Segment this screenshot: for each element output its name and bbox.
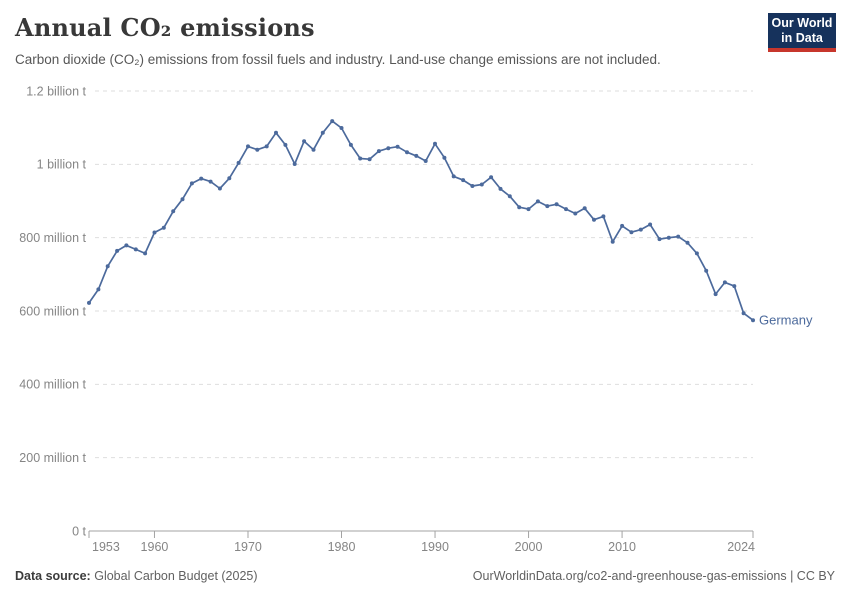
- y-axis-labels: 0 t 200 million t 400 million t 600 million…: [19, 84, 86, 538]
- svg-text:2010: 2010: [608, 540, 636, 554]
- svg-text:1960: 1960: [141, 540, 169, 554]
- svg-text:400 million t: 400 million t: [19, 378, 86, 392]
- svg-text:800 million t: 800 million t: [19, 231, 86, 245]
- owid-logo-line1: Our World: [771, 16, 833, 30]
- chart-subtitle: Carbon dioxide (CO₂) emissions from foss…: [15, 52, 661, 67]
- svg-text:1.2 billion t: 1.2 billion t: [26, 84, 86, 98]
- series-end-label: Germany: [759, 313, 813, 328]
- x-axis-labels: 1953 1960 1970 1980 1990 2000 2010 2024: [92, 540, 755, 554]
- svg-text:1 billion t: 1 billion t: [37, 158, 87, 172]
- page-title: Annual CO₂ emissions: [15, 13, 315, 42]
- x-axis: [88, 530, 754, 538]
- series-line-germany: [88, 120, 754, 322]
- svg-text:1970: 1970: [234, 540, 262, 554]
- svg-text:2024: 2024: [727, 540, 755, 554]
- owid-logo-line2: in Data: [781, 31, 823, 45]
- svg-text:600 million t: 600 million t: [19, 304, 86, 318]
- data-source-label: Data source:: [15, 569, 91, 583]
- data-source-value: Global Carbon Budget (2025): [94, 569, 258, 583]
- owid-logo[interactable]: Our World in Data: [768, 13, 836, 52]
- svg-text:1990: 1990: [421, 540, 449, 554]
- svg-text:0 t: 0 t: [72, 524, 86, 538]
- svg-text:1953: 1953: [92, 540, 120, 554]
- svg-text:200 million t: 200 million t: [19, 451, 86, 465]
- series-points-germany[interactable]: [87, 119, 755, 323]
- svg-text:1980: 1980: [328, 540, 356, 554]
- data-source: Data source: Global Carbon Budget (2025): [15, 569, 258, 583]
- svg-text:2000: 2000: [515, 540, 543, 554]
- credit-link[interactable]: OurWorldinData.org/co2-and-greenhouse-ga…: [472, 569, 835, 583]
- y-gridlines: [95, 90, 753, 459]
